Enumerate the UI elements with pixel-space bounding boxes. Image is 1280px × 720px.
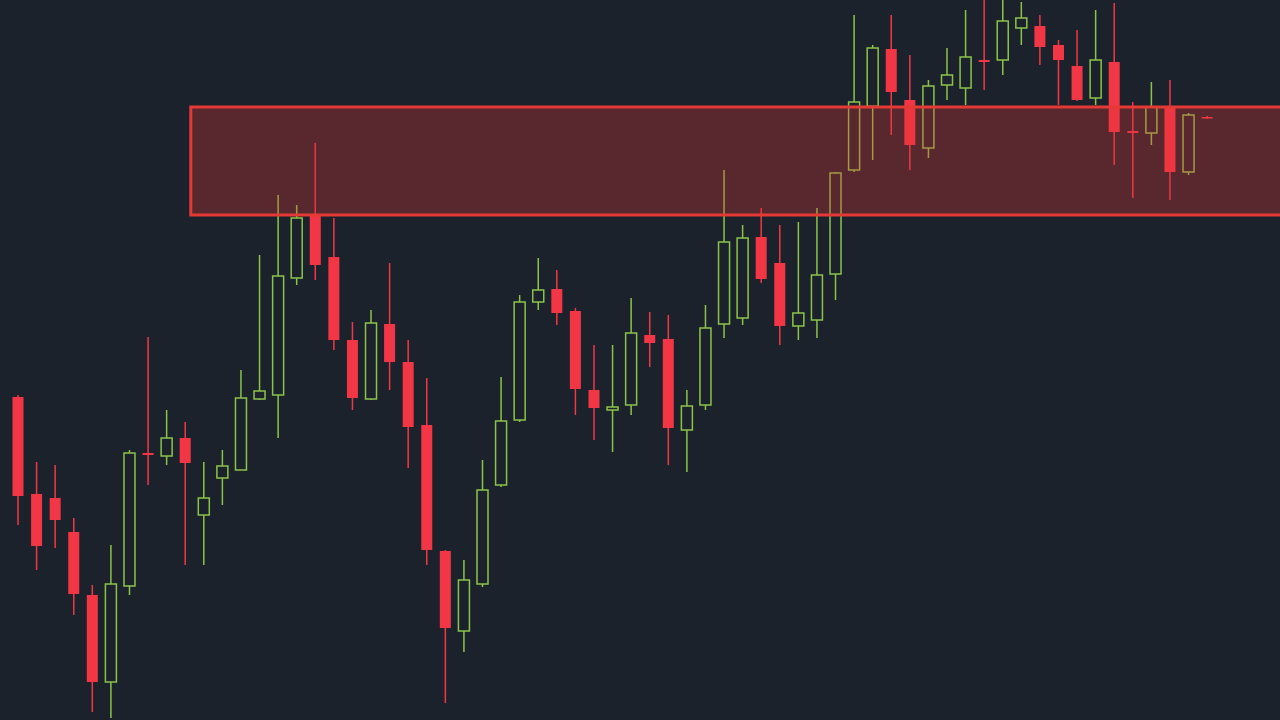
candle-body bbox=[1015, 17, 1028, 29]
resistance-zone bbox=[189, 105, 1280, 217]
candle-body bbox=[439, 551, 451, 628]
candle-body bbox=[940, 74, 954, 86]
candle-body bbox=[253, 390, 266, 400]
candle-body bbox=[384, 324, 396, 362]
candle-body bbox=[810, 274, 824, 321]
candle-body bbox=[513, 301, 526, 421]
candle-body bbox=[234, 397, 248, 471]
candle-body bbox=[216, 465, 229, 479]
candle-body bbox=[996, 20, 1009, 61]
candle-body bbox=[197, 497, 211, 516]
candle-body bbox=[1034, 26, 1046, 47]
candle-body bbox=[792, 312, 805, 327]
candle-body bbox=[551, 289, 563, 313]
candle-body bbox=[476, 489, 489, 585]
candle-body bbox=[1052, 45, 1064, 60]
candle-body bbox=[847, 101, 861, 171]
candle-body bbox=[531, 289, 545, 303]
candle-body bbox=[104, 583, 118, 683]
candle-body bbox=[31, 494, 43, 546]
candle-body bbox=[978, 60, 990, 62]
candle-body bbox=[588, 390, 600, 408]
candle-body bbox=[160, 437, 173, 457]
candle-body bbox=[494, 420, 508, 486]
candle-body bbox=[142, 453, 154, 455]
candle-body bbox=[421, 425, 433, 550]
candle-body bbox=[774, 263, 786, 326]
candle-body bbox=[328, 257, 340, 340]
candle-body bbox=[904, 100, 916, 145]
candle-body bbox=[680, 405, 694, 431]
candle-body bbox=[1164, 108, 1176, 172]
candle-body bbox=[885, 49, 897, 92]
candle-body bbox=[606, 406, 619, 411]
candle-body bbox=[624, 332, 638, 406]
candle-body bbox=[959, 56, 972, 89]
candle-body bbox=[1108, 62, 1120, 132]
candle-body bbox=[569, 311, 581, 389]
candle-body bbox=[12, 397, 24, 496]
candle-body bbox=[346, 340, 358, 398]
candle-body bbox=[1071, 66, 1083, 100]
candle-body bbox=[644, 335, 656, 343]
candle-body bbox=[271, 275, 285, 396]
candle-body bbox=[717, 241, 731, 325]
candle-body bbox=[829, 172, 842, 275]
candle-body bbox=[699, 327, 712, 406]
candle-body bbox=[457, 579, 471, 632]
candle-body bbox=[662, 339, 674, 428]
candle-body bbox=[402, 362, 414, 427]
candle-body bbox=[123, 452, 136, 587]
candle-body bbox=[1182, 114, 1195, 173]
candle-body bbox=[1201, 117, 1213, 119]
candle-body bbox=[49, 498, 61, 520]
candle-body bbox=[86, 595, 98, 682]
candle-body bbox=[736, 237, 749, 319]
candle-body bbox=[922, 85, 935, 149]
candle-body bbox=[755, 237, 767, 279]
candle-body bbox=[1089, 59, 1102, 99]
candle-body bbox=[290, 217, 303, 279]
candle-body bbox=[68, 532, 80, 594]
candle-body bbox=[1127, 131, 1139, 133]
candle-body bbox=[179, 438, 191, 463]
candle-body bbox=[364, 322, 378, 400]
candle-body bbox=[309, 215, 321, 265]
